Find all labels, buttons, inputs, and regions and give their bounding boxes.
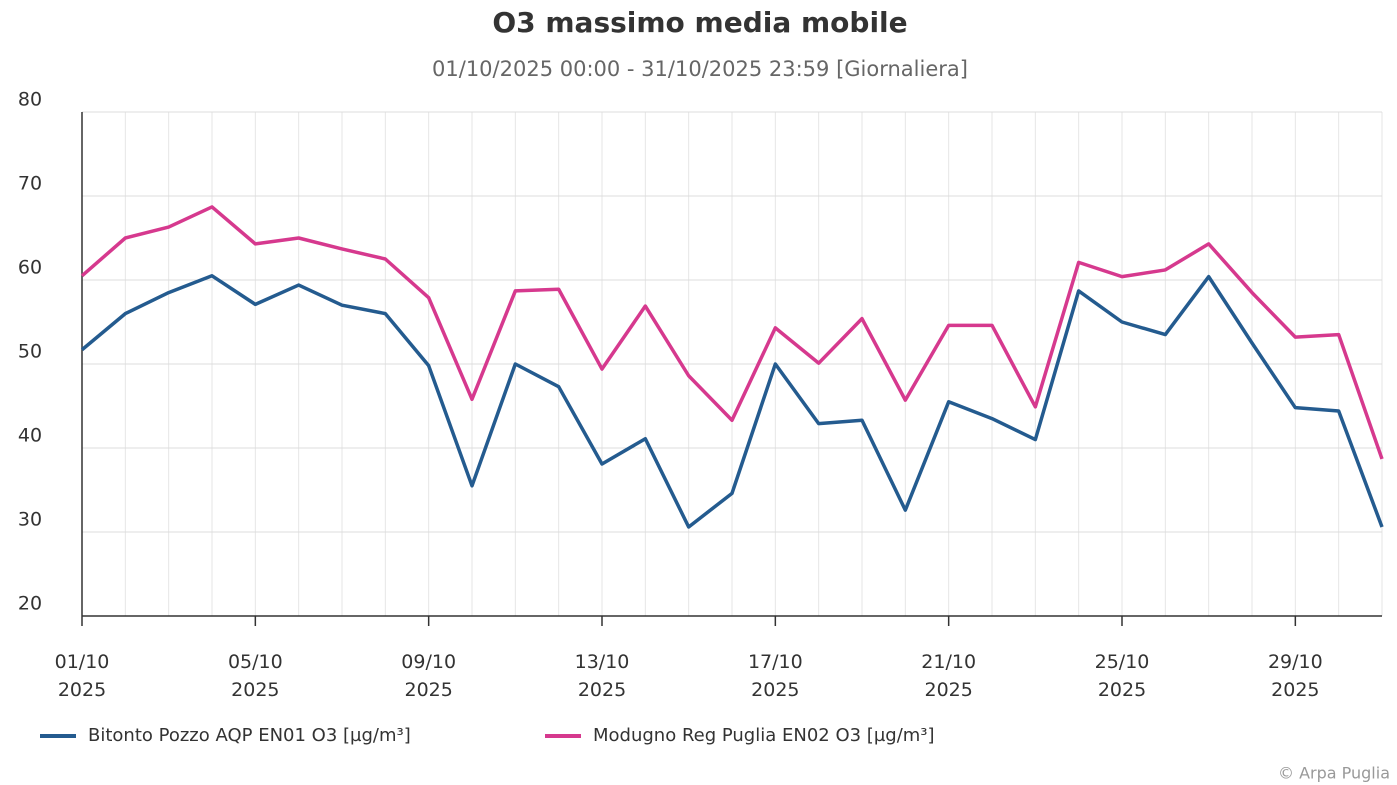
x-tick-label: 13/10 2025 [575,651,630,701]
x-tick-label: 09/10 2025 [401,651,456,701]
y-tick-label: 70 [18,173,42,195]
y-tick-label: 50 [18,341,42,363]
x-tick-label: 29/10 2025 [1268,651,1323,701]
x-tick-label-line: 2025 [1098,679,1146,701]
y-tick-label: 60 [18,257,42,279]
x-tick-label: 01/10 2025 [55,651,110,701]
legend-label[interactable]: Bitonto Pozzo AQP EN01 O3 [µg/m³] [88,725,411,746]
x-tick-label: 25/10 2025 [1095,651,1150,701]
x-tick-label-line: 2025 [58,679,106,701]
x-tick-label-line: 25/10 [1095,651,1150,673]
x-tick-label-line: 21/10 [921,651,976,673]
y-tick-label: 40 [18,425,42,447]
series-line [80,274,1384,529]
x-tick-label-line: 2025 [751,679,799,701]
chart-subtitle: 01/10/2025 00:00 - 31/10/2025 23:59 [Gio… [432,57,968,81]
x-tick-label-line: 05/10 [228,651,283,673]
x-tick-label-line: 2025 [404,679,452,701]
y-tick-label: 20 [18,593,42,615]
legend-label[interactable]: Modugno Reg Puglia EN02 O3 [µg/m³] [593,725,935,746]
credits: © Arpa Puglia [1278,764,1390,783]
x-tick-label-line: 09/10 [401,651,456,673]
y-tick-label: 30 [18,509,42,531]
x-tick-label-line: 2025 [924,679,972,701]
series-line [80,205,1384,460]
x-tick-label-line: 2025 [1271,679,1319,701]
y-tick-label: 80 [18,89,42,111]
x-tick-label-line: 2025 [578,679,626,701]
x-tick-label: 21/10 2025 [921,651,976,701]
x-tick-label: 17/10 2025 [748,651,803,701]
x-tick-label-line: 29/10 [1268,651,1323,673]
x-tick-label-line: 13/10 [575,651,630,673]
x-tick-label-line: 01/10 [55,651,110,673]
x-tick-label-line: 17/10 [748,651,803,673]
chart-title: O3 massimo media mobile [492,6,907,39]
x-tick-label-line: 2025 [231,679,279,701]
x-tick-label: 05/10 2025 [228,651,283,701]
